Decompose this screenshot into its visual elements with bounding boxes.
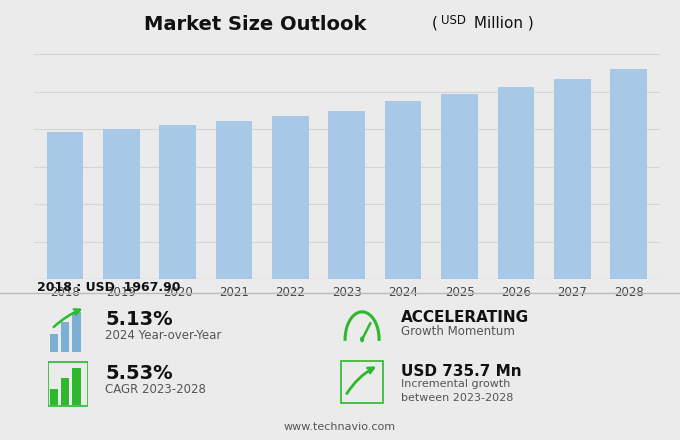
FancyBboxPatch shape: [73, 368, 81, 405]
FancyBboxPatch shape: [73, 312, 81, 352]
FancyBboxPatch shape: [50, 389, 58, 405]
Text: Incremental growth
between 2023-2028: Incremental growth between 2023-2028: [401, 379, 513, 403]
Bar: [610, 69, 647, 279]
Text: Market Size Outlook: Market Size Outlook: [143, 15, 367, 34]
Circle shape: [360, 337, 364, 341]
Text: USD: USD: [441, 14, 466, 27]
Text: CAGR 2023-2028: CAGR 2023-2028: [105, 383, 206, 396]
FancyBboxPatch shape: [50, 334, 58, 352]
FancyBboxPatch shape: [61, 323, 69, 352]
Text: 2024 Year-over-Year: 2024 Year-over-Year: [105, 329, 222, 342]
Text: (: (: [432, 15, 443, 30]
Text: Million ): Million ): [469, 15, 533, 30]
Bar: [103, 129, 139, 279]
Text: 5.53%: 5.53%: [105, 364, 173, 383]
Bar: [441, 94, 478, 279]
Text: ACCELERATING: ACCELERATING: [401, 310, 529, 325]
Text: USD 735.7 Mn: USD 735.7 Mn: [401, 364, 522, 379]
Bar: [554, 79, 590, 279]
Text: www.technavio.com: www.technavio.com: [284, 422, 396, 432]
Bar: [47, 132, 84, 279]
Text: 5.13%: 5.13%: [105, 310, 173, 329]
Bar: [385, 102, 422, 279]
Bar: [498, 87, 534, 279]
Bar: [159, 125, 196, 279]
Bar: [328, 110, 365, 279]
FancyBboxPatch shape: [61, 378, 69, 405]
Bar: [216, 121, 252, 279]
Text: 2018 : USD  1967.90: 2018 : USD 1967.90: [37, 281, 181, 294]
Text: Growth Momentum: Growth Momentum: [401, 325, 515, 338]
Bar: [272, 116, 309, 279]
